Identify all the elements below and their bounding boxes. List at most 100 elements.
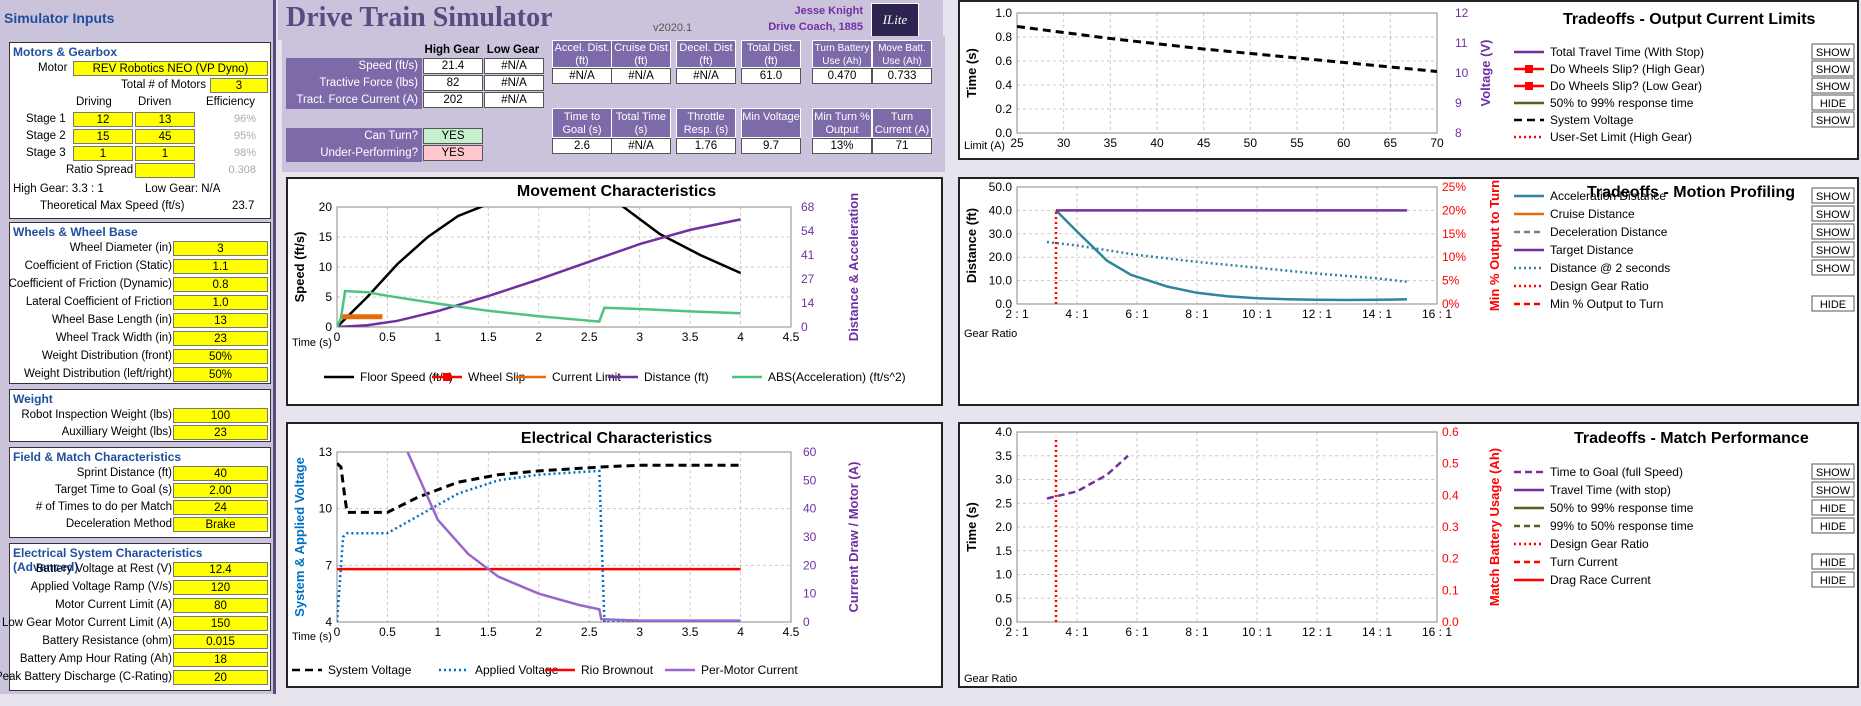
toggle-button-box[interactable]: [1811, 295, 1855, 312]
wheel-param-input[interactable]: 50%: [173, 367, 268, 382]
toggle-series-button[interactable]: SHOW: [1811, 111, 1855, 128]
wheel-param-input[interactable]: 13: [173, 313, 268, 328]
elec-param-input[interactable]: 0.015: [173, 634, 268, 649]
toggle-button-box[interactable]: [1811, 517, 1855, 534]
toggle-series-button[interactable]: HIDE: [1811, 94, 1855, 111]
toggle-series-button[interactable]: SHOW: [1811, 223, 1855, 240]
y-tick-label: 10: [319, 260, 333, 274]
x-tick-label: 3: [636, 625, 643, 639]
toggle-button-label[interactable]: SHOW: [1816, 263, 1851, 275]
toggle-button-label[interactable]: HIDE: [1820, 503, 1846, 515]
toggle-button-box[interactable]: [1811, 481, 1855, 498]
toggle-button-label[interactable]: HIDE: [1820, 557, 1846, 569]
weight-param-input[interactable]: 23: [173, 425, 268, 440]
toggle-button-box[interactable]: [1811, 553, 1855, 570]
field-param-input[interactable]: 24: [173, 500, 268, 515]
toggle-button-label[interactable]: HIDE: [1820, 575, 1846, 587]
toggle-button-box[interactable]: [1811, 241, 1855, 258]
stage2-driven-input[interactable]: 45: [135, 129, 195, 144]
stage1-label: Stage 1: [26, 113, 66, 125]
x-tick-label: 2.5: [581, 625, 598, 639]
result-label: Tractive Force (lbs): [286, 75, 422, 92]
toggle-button-box[interactable]: [1811, 187, 1855, 204]
toggle-button-label[interactable]: SHOW: [1816, 81, 1851, 93]
series-line: [406, 452, 741, 622]
legend-label: Distance (ft): [644, 370, 709, 384]
wheel-param-input[interactable]: 23: [173, 331, 268, 346]
toggle-button-label[interactable]: SHOW: [1816, 64, 1851, 76]
toggle-button-label[interactable]: HIDE: [1820, 299, 1846, 311]
toggle-series-button[interactable]: SHOW: [1811, 43, 1855, 60]
toggle-button-label[interactable]: SHOW: [1816, 191, 1851, 203]
toggle-button-label[interactable]: SHOW: [1816, 115, 1851, 127]
ratio-spread-input[interactable]: [135, 163, 195, 178]
toggle-series-button[interactable]: SHOW: [1811, 481, 1855, 498]
toggle-button-box[interactable]: [1811, 499, 1855, 516]
stage3-driving-input[interactable]: 1: [73, 146, 133, 161]
y2-tick-label: 27: [801, 272, 815, 286]
motor-select[interactable]: REV Robotics NEO (VP Dyno): [73, 61, 268, 76]
toggle-button-box[interactable]: [1811, 60, 1855, 77]
y-tick-label: 20.0: [989, 250, 1013, 264]
stage1-driving-input[interactable]: 12: [73, 112, 133, 127]
toggle-button-label[interactable]: HIDE: [1820, 98, 1846, 110]
toggle-button-box[interactable]: [1811, 223, 1855, 240]
toggle-series-button[interactable]: SHOW: [1811, 259, 1855, 276]
toggle-button-box[interactable]: [1811, 571, 1855, 588]
wheel-param-input[interactable]: 0.8: [173, 277, 268, 292]
elec-param-input[interactable]: 80: [173, 598, 268, 613]
toggle-button-box[interactable]: [1811, 259, 1855, 276]
toggle-series-button[interactable]: HIDE: [1811, 571, 1855, 588]
toggle-button-label[interactable]: SHOW: [1816, 245, 1851, 257]
stage1-driven-input[interactable]: 13: [135, 112, 195, 127]
stage2-driving-input[interactable]: 15: [73, 129, 133, 144]
field-param-input[interactable]: 2.00: [173, 483, 268, 498]
elec-param-input[interactable]: 120: [173, 580, 268, 595]
elec-param-input[interactable]: 20: [173, 670, 268, 685]
time-value: 2.6: [552, 138, 612, 154]
toggle-series-button[interactable]: HIDE: [1811, 553, 1855, 570]
field-param-input[interactable]: 40: [173, 466, 268, 481]
elec-param-label: Peak Battery Discharge (C-Rating): [0, 671, 172, 683]
wheel-param-input[interactable]: 3: [173, 241, 268, 256]
toggle-button-label[interactable]: SHOW: [1816, 227, 1851, 239]
toggle-button-box[interactable]: [1811, 205, 1855, 222]
toggle-button-label[interactable]: SHOW: [1816, 209, 1851, 221]
toggle-series-button[interactable]: HIDE: [1811, 517, 1855, 534]
stage3-driven-input[interactable]: 1: [135, 146, 195, 161]
toggle-button-label[interactable]: SHOW: [1816, 47, 1851, 59]
toggle-button-label[interactable]: HIDE: [1820, 521, 1846, 533]
wheel-param-input[interactable]: 1.0: [173, 295, 268, 310]
elec-param-input[interactable]: 18: [173, 652, 268, 667]
num-motors-input[interactable]: 3: [210, 78, 268, 93]
toggle-series-button[interactable]: SHOW: [1811, 241, 1855, 258]
field-param-input[interactable]: Brake: [173, 517, 268, 532]
y-tick-label: 0.5: [995, 591, 1012, 605]
toggle-button-box[interactable]: [1811, 94, 1855, 111]
toggle-button-box[interactable]: [1811, 77, 1855, 94]
elec-param-label: Battery Resistance (ohm): [42, 635, 172, 647]
toggle-button-box[interactable]: [1811, 43, 1855, 60]
legend-label: Travel Time (with stop): [1550, 483, 1671, 497]
x-tick-label: 25: [1010, 136, 1024, 150]
toggle-series-button[interactable]: SHOW: [1811, 205, 1855, 222]
high-gear-ratio: High Gear: 3.3 : 1: [13, 183, 104, 195]
toggle-series-button[interactable]: HIDE: [1811, 499, 1855, 516]
legend-label: 99% to 50% response time: [1550, 519, 1694, 533]
toggle-button-label[interactable]: SHOW: [1816, 485, 1851, 497]
toggle-button-label[interactable]: SHOW: [1816, 467, 1851, 479]
wheel-param-input[interactable]: 50%: [173, 349, 268, 364]
wheel-param-input[interactable]: 1.1: [173, 259, 268, 274]
toggle-series-button[interactable]: HIDE: [1811, 295, 1855, 312]
y-tick-label: 2.0: [995, 520, 1012, 534]
toggle-button-box[interactable]: [1811, 463, 1855, 480]
elec-param-input[interactable]: 150: [173, 616, 268, 631]
toggle-series-button[interactable]: SHOW: [1811, 463, 1855, 480]
toggle-series-button[interactable]: SHOW: [1811, 60, 1855, 77]
toggle-button-box[interactable]: [1811, 111, 1855, 128]
toggle-series-button[interactable]: SHOW: [1811, 77, 1855, 94]
weight-param-input[interactable]: 100: [173, 408, 268, 423]
x-axis-label: Time (s): [292, 337, 332, 349]
toggle-series-button[interactable]: SHOW: [1811, 187, 1855, 204]
elec-param-input[interactable]: 12.4: [173, 562, 268, 577]
